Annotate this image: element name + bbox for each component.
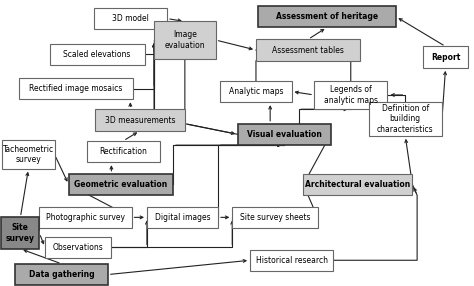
FancyBboxPatch shape	[368, 102, 442, 136]
FancyBboxPatch shape	[303, 174, 412, 195]
FancyBboxPatch shape	[86, 141, 160, 162]
FancyBboxPatch shape	[95, 110, 185, 131]
Text: Legends of
analytic maps: Legends of analytic maps	[324, 85, 378, 105]
Text: Historical research: Historical research	[255, 256, 328, 265]
FancyBboxPatch shape	[45, 237, 111, 258]
FancyBboxPatch shape	[220, 81, 292, 102]
FancyBboxPatch shape	[19, 78, 133, 100]
FancyBboxPatch shape	[232, 206, 318, 228]
Text: Report: Report	[431, 53, 460, 62]
Text: Analytic maps: Analytic maps	[229, 87, 283, 96]
Text: Definition of
building
characteristics: Definition of building characteristics	[377, 104, 434, 134]
Text: 3D model: 3D model	[112, 14, 149, 23]
Text: Rectification: Rectification	[99, 147, 147, 156]
FancyBboxPatch shape	[250, 249, 333, 271]
Text: Data gathering: Data gathering	[29, 270, 94, 279]
Text: Geometric evaluation: Geometric evaluation	[74, 180, 167, 189]
FancyBboxPatch shape	[69, 174, 173, 195]
Text: Assessment of heritage: Assessment of heritage	[276, 12, 378, 21]
Text: Image
evaluation: Image evaluation	[164, 30, 205, 50]
FancyBboxPatch shape	[154, 21, 216, 59]
FancyBboxPatch shape	[238, 124, 331, 145]
FancyBboxPatch shape	[147, 206, 218, 228]
Text: Rectified image mosaics: Rectified image mosaics	[29, 84, 122, 93]
Text: Architectural evaluation: Architectural evaluation	[305, 180, 410, 189]
FancyBboxPatch shape	[50, 43, 145, 65]
FancyBboxPatch shape	[39, 206, 131, 228]
Text: 3D measurements: 3D measurements	[105, 116, 175, 125]
FancyBboxPatch shape	[256, 39, 360, 61]
Text: Site survey sheets: Site survey sheets	[240, 213, 310, 222]
Text: Photographic survey: Photographic survey	[46, 213, 125, 222]
FancyBboxPatch shape	[258, 6, 396, 27]
FancyBboxPatch shape	[423, 46, 468, 68]
Text: Visual evaluation: Visual evaluation	[247, 130, 322, 139]
Text: Observations: Observations	[53, 243, 104, 252]
Text: Tacheometric
survey: Tacheometric survey	[3, 145, 54, 164]
FancyBboxPatch shape	[314, 81, 387, 109]
FancyBboxPatch shape	[94, 8, 167, 29]
FancyBboxPatch shape	[15, 264, 108, 285]
Text: Assessment tables: Assessment tables	[272, 45, 344, 55]
Text: Scaled elevations: Scaled elevations	[64, 50, 131, 59]
FancyBboxPatch shape	[1, 217, 39, 249]
FancyBboxPatch shape	[2, 140, 55, 169]
Text: Digital images: Digital images	[155, 213, 210, 222]
Text: Site
survey: Site survey	[6, 223, 35, 243]
